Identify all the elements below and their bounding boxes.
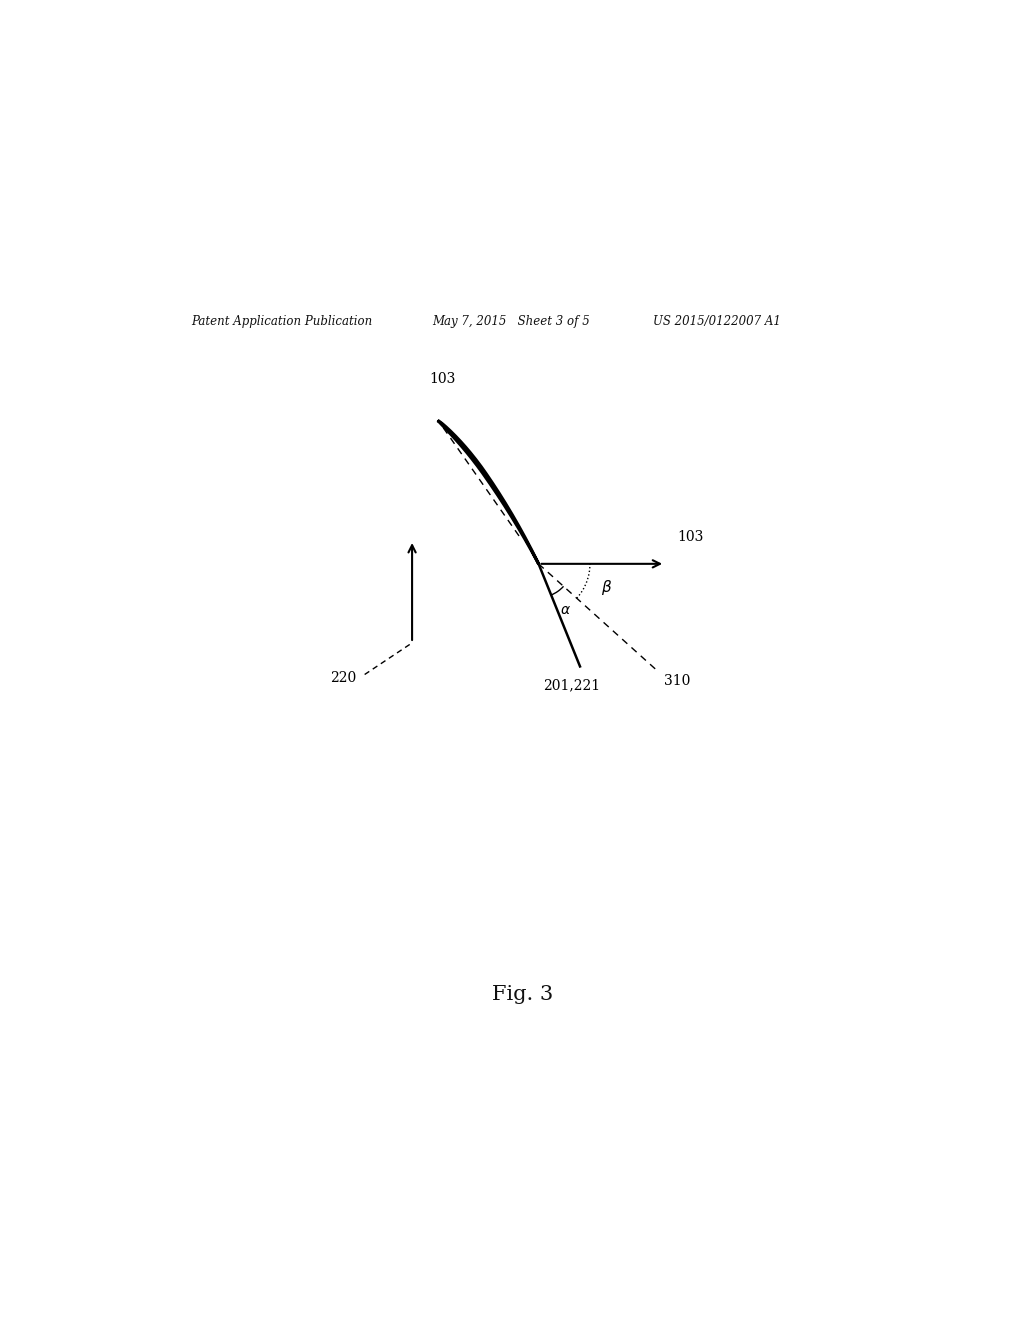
Polygon shape bbox=[438, 421, 538, 564]
Text: 103: 103 bbox=[429, 372, 455, 385]
Text: Fig. 3: Fig. 3 bbox=[491, 985, 553, 1005]
Text: 103: 103 bbox=[677, 531, 702, 544]
Text: $\alpha$: $\alpha$ bbox=[559, 603, 571, 616]
Text: May 7, 2015   Sheet 3 of 5: May 7, 2015 Sheet 3 of 5 bbox=[431, 315, 589, 327]
Text: $\beta$: $\beta$ bbox=[600, 578, 612, 598]
Text: 201,221: 201,221 bbox=[543, 678, 600, 692]
Text: US 2015/0122007 A1: US 2015/0122007 A1 bbox=[652, 315, 781, 327]
Text: Patent Application Publication: Patent Application Publication bbox=[191, 315, 372, 327]
Text: 310: 310 bbox=[663, 673, 690, 688]
Text: 220: 220 bbox=[330, 672, 357, 685]
